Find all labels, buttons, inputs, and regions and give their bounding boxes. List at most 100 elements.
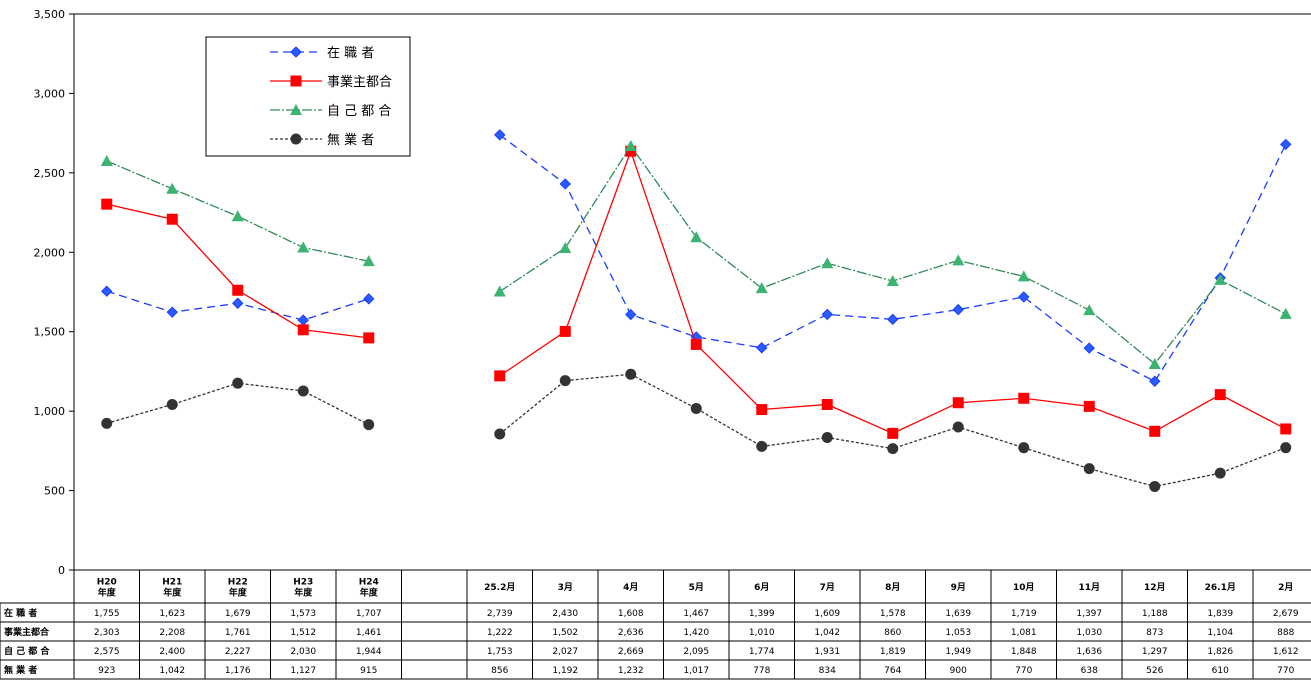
data-point (494, 370, 506, 382)
table-cell: 1,623 (159, 609, 185, 619)
data-point (493, 285, 506, 297)
table-cell: 1,502 (552, 628, 578, 638)
table-cell: 2,679 (1273, 609, 1299, 619)
category-label: 2月 (1278, 582, 1293, 593)
table-cell: 2,303 (94, 628, 120, 638)
data-point (1279, 307, 1292, 319)
data-point (755, 282, 768, 294)
category-label: H21 (162, 578, 182, 588)
table-cell: 764 (884, 666, 901, 676)
legend-marker (290, 104, 302, 115)
category-label: H22 (228, 578, 248, 588)
data-point (1214, 389, 1226, 401)
data-point (494, 129, 506, 141)
table-cell: 1,819 (880, 647, 906, 657)
legend-marker (290, 46, 302, 58)
table-cell: 834 (819, 666, 836, 676)
data-point (1214, 467, 1226, 479)
table-cell: 2,027 (552, 647, 578, 657)
table-cell: 1,573 (290, 609, 316, 619)
data-point (101, 285, 113, 297)
legend-entry: 自 己 都 合 (327, 104, 391, 119)
table-cell: 1,232 (618, 666, 644, 676)
data-point (1018, 442, 1030, 454)
table-cell: 1,761 (225, 628, 251, 638)
y-tick-label: 0 (58, 564, 65, 577)
table-cell: 770 (1277, 666, 1294, 676)
table-cell: 1,839 (1207, 609, 1233, 619)
table-cell: 2,636 (618, 628, 644, 638)
table-cell: 2,669 (618, 647, 644, 657)
data-point (690, 231, 703, 243)
table-cell: 1,467 (683, 609, 709, 619)
data-point (559, 178, 571, 190)
category-label: 26.1月 (1205, 582, 1236, 593)
legend-marker (290, 75, 302, 87)
category-label: 11月 (1078, 582, 1100, 593)
category-label: 4月 (623, 582, 638, 593)
table-cell: 1,127 (290, 666, 316, 676)
table-cell: 778 (753, 666, 770, 676)
category-label: 12月 (1144, 582, 1166, 593)
data-point (625, 145, 637, 157)
data-point (952, 303, 964, 316)
data-point (166, 306, 178, 318)
data-point (297, 324, 309, 336)
data-point (231, 210, 244, 222)
y-tick-label: 2,500 (34, 167, 66, 180)
table-cell: 923 (98, 666, 115, 676)
category-label: 年度 (360, 587, 379, 599)
table-cell: 2,400 (159, 647, 185, 657)
table-cell: 1,053 (945, 628, 971, 638)
series-line (106, 160, 369, 262)
table-cell: 1,017 (683, 666, 709, 676)
data-point (821, 432, 833, 444)
data-point (952, 397, 964, 409)
y-tick-label: 1,500 (34, 326, 66, 339)
data-point (1017, 270, 1030, 282)
table-cell: 1,104 (1207, 628, 1233, 638)
data-point (232, 297, 244, 309)
table-cell: 2,430 (552, 609, 578, 619)
series-0 (101, 129, 1292, 387)
data-point (166, 398, 178, 410)
data-point (166, 213, 178, 225)
data-point (297, 314, 309, 326)
data-point (886, 275, 899, 287)
table-cell: 1,679 (225, 609, 251, 619)
table-cell: 873 (1146, 628, 1163, 638)
table-cell: 1,297 (1142, 647, 1168, 657)
data-point (625, 368, 637, 380)
table-cell: 1,461 (356, 628, 382, 638)
category-label: 3月 (558, 582, 573, 593)
category-label: 8月 (885, 582, 900, 593)
category-label: 10月 (1013, 582, 1035, 593)
data-point (494, 428, 506, 440)
table-cell: 2,095 (683, 647, 709, 657)
y-tick-label: 1,000 (34, 405, 66, 418)
table-cell: 1,931 (814, 647, 840, 657)
data-point (821, 308, 833, 321)
table-cell: 2,575 (94, 647, 120, 657)
table-cell: 1,042 (814, 628, 840, 638)
data-point (1280, 138, 1292, 151)
data-point (625, 308, 637, 321)
data-point (166, 182, 179, 194)
series-2 (100, 140, 1292, 369)
table-cell: 1,222 (487, 628, 513, 638)
series-3 (101, 368, 1292, 492)
table-cell: 1,512 (290, 628, 316, 638)
category-label: 年度 (98, 587, 117, 599)
data-point (1018, 291, 1030, 303)
y-tick-label: 500 (44, 485, 65, 498)
data-point (887, 443, 899, 455)
data-point (1018, 392, 1030, 404)
table-cell: 888 (1277, 628, 1294, 638)
table-row-label: 在 職 者 (4, 607, 37, 619)
category-label: 5月 (689, 582, 704, 593)
category-label: 年度 (229, 587, 248, 599)
series-line (499, 144, 1287, 365)
table-cell: 1,848 (1011, 647, 1037, 657)
data-point (232, 284, 244, 296)
